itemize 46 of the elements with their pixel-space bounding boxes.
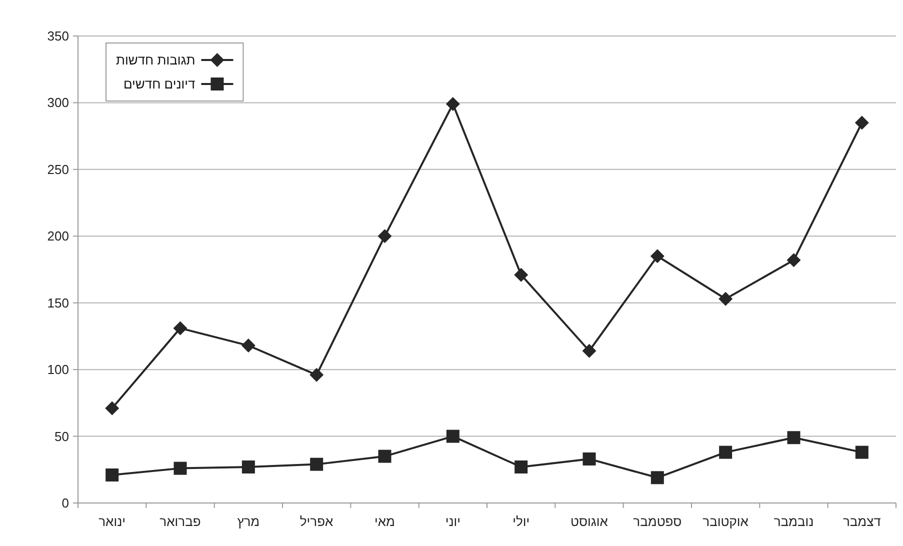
x-tick-label: אוגוסט (570, 514, 608, 529)
point (650, 471, 664, 484)
y-tick-label: 300 (47, 95, 69, 110)
point (241, 338, 256, 353)
x-tick-label: נובמבר (774, 514, 814, 529)
point (514, 460, 528, 474)
legend-label: דיונים חדשים (123, 76, 196, 92)
x-tick-label: מאי (374, 514, 395, 529)
point (582, 344, 596, 358)
point (310, 368, 324, 382)
point (446, 430, 460, 443)
point (855, 446, 868, 459)
x-tick-label: מרץ (237, 514, 260, 529)
y-tick-label: 0 (62, 496, 69, 510)
point (582, 452, 596, 466)
legend-label: תגובות חדשות (116, 52, 196, 68)
y-tick-label: 200 (47, 228, 69, 244)
point (718, 292, 733, 306)
y-tick-label: 100 (47, 362, 69, 378)
x-tick-label: ינואר (98, 514, 126, 529)
point (105, 401, 120, 416)
point (854, 116, 869, 130)
x-tick-label: דצמבר (842, 514, 881, 529)
point (106, 468, 119, 482)
point (650, 249, 664, 264)
y-tick-label: 350 (47, 28, 69, 44)
x-tick-label: יוני (445, 514, 461, 529)
x-tick-label: ספטמבר (633, 514, 682, 529)
y-tick-label: 150 (47, 295, 69, 310)
point (446, 97, 460, 112)
x-tick-label: אוקטובר (702, 514, 748, 529)
y-tick-label: 50 (54, 428, 69, 444)
point (787, 431, 800, 444)
x-tick-label: יולי (512, 514, 530, 529)
x-tick-label: אפריל (300, 514, 334, 529)
point (242, 460, 255, 474)
point (310, 458, 324, 471)
x-tick-label: פברואר (160, 514, 201, 529)
point (786, 253, 801, 268)
y-tick-label: 250 (47, 162, 69, 177)
point (514, 268, 528, 282)
point (174, 462, 187, 475)
point (173, 321, 188, 336)
point (378, 229, 392, 244)
point (719, 446, 732, 459)
point (378, 450, 392, 463)
